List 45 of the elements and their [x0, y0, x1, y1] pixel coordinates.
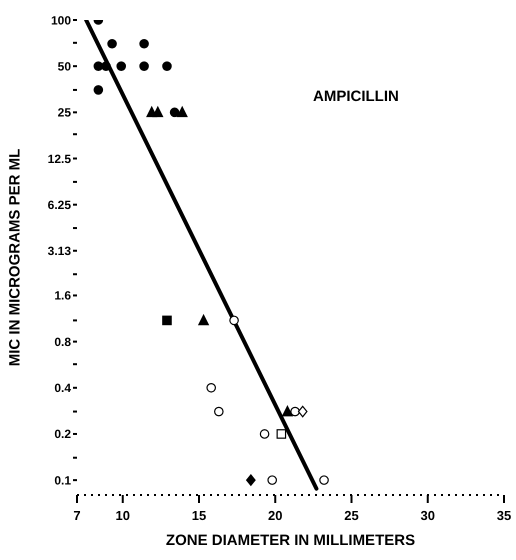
y-tick-label: 1.6: [54, 288, 72, 303]
point: [170, 108, 180, 118]
point: [152, 106, 164, 118]
point: [319, 475, 329, 485]
point: [139, 61, 149, 71]
point: [229, 316, 239, 326]
y-tick-label: 0.2: [54, 427, 72, 442]
point: [260, 429, 270, 439]
point: [162, 61, 172, 71]
point: [107, 38, 117, 49]
point: [206, 382, 216, 393]
x-axis-title: ZONE DIAMETER IN MILLIMETERS: [166, 532, 416, 549]
point: [116, 61, 126, 71]
x-tick-label: 25: [344, 508, 359, 524]
point: [246, 474, 256, 486]
point: [198, 314, 209, 326]
point: [282, 406, 293, 416]
y-tick-label: 50: [58, 59, 72, 74]
x-tick-label: 10: [116, 508, 130, 524]
y-tick-label: 0.8: [54, 334, 72, 349]
y-tick-label: 0.4: [54, 381, 72, 396]
x-tick-label: 7: [73, 508, 81, 524]
point: [276, 429, 286, 439]
y-axis-title: MIC IN MICROGRAMS PER ML: [6, 148, 24, 366]
point: [94, 61, 104, 71]
y-tick-label: 100: [50, 13, 72, 28]
point: [290, 406, 300, 416]
y-tick-label: 6.25: [48, 198, 72, 212]
point: [298, 406, 308, 418]
y-tick-label: 3.13: [48, 244, 72, 258]
x-tick-label: 20: [268, 508, 282, 524]
y-tick-label: 0.1: [54, 473, 72, 488]
y-tick-label: 25: [58, 106, 72, 120]
point: [176, 106, 188, 118]
x-tick-label: 35: [496, 508, 512, 524]
y-tick-label: 12.5: [48, 152, 72, 166]
x-tick-label: 15: [192, 508, 206, 524]
point: [94, 85, 104, 95]
point: [162, 316, 172, 326]
point: [214, 406, 224, 416]
annotation: AMPICILLIN: [313, 88, 399, 105]
point: [101, 61, 111, 71]
point: [267, 475, 277, 485]
x-tick-label: 30: [420, 508, 435, 524]
point: [139, 38, 149, 49]
